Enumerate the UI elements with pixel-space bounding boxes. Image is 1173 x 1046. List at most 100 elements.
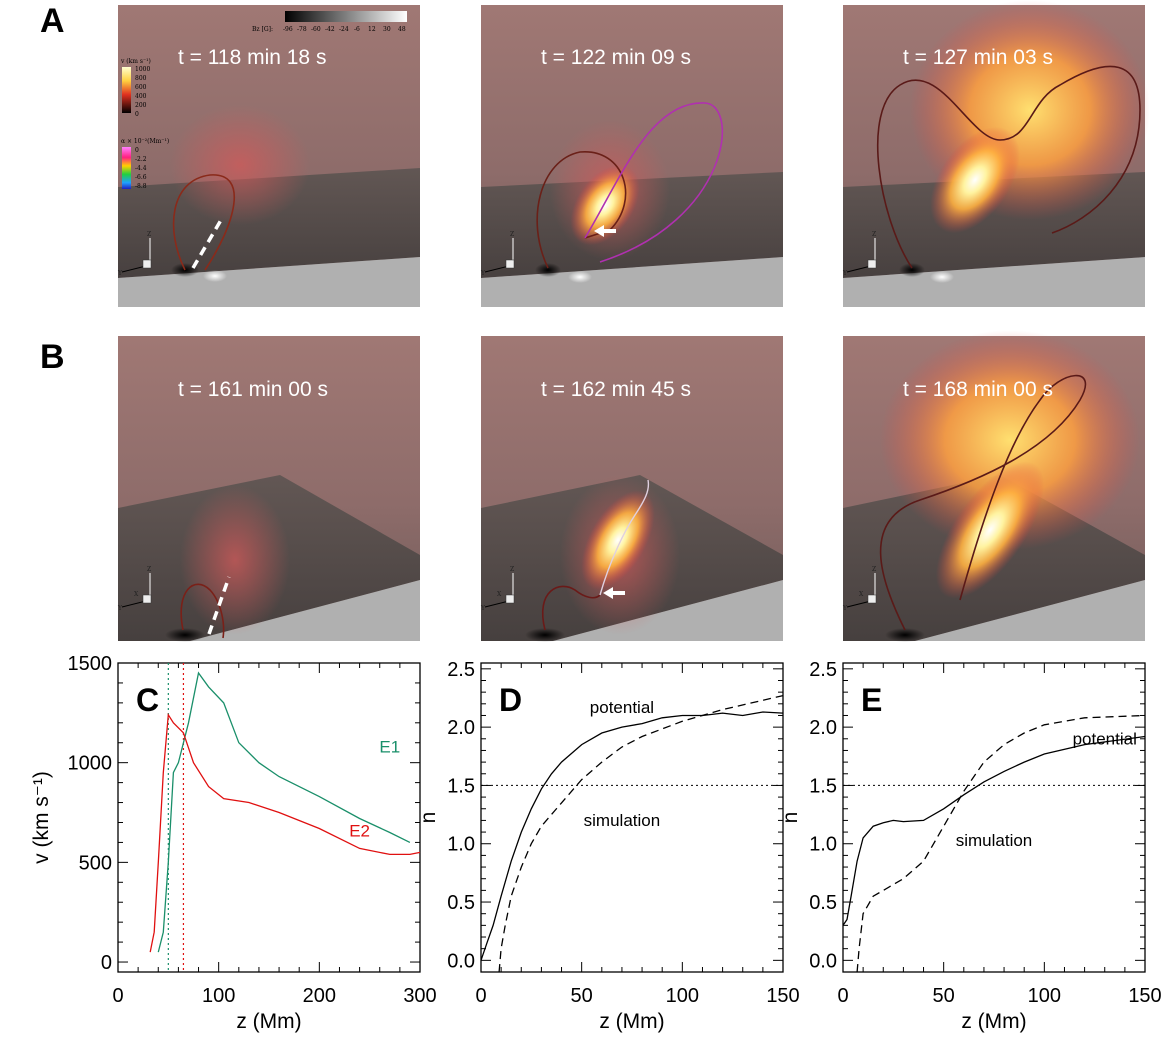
triad-y: Y: [480, 605, 486, 612]
triad-z: Z: [872, 566, 876, 573]
y-tick-label: 0.0: [809, 950, 837, 972]
chart-d: 0 50 100 150 0.0 0.5 1.0 1.5 2.0 2.5 z (Mm) n D poten…: [417, 659, 800, 1033]
v-tick: 600: [135, 84, 147, 91]
panel-a1: Bz [G]: -96 -78 -60 -42 -24 -6 12 30 48 …: [117, 5, 420, 307]
triad-x: X: [497, 591, 502, 598]
x-tick-label: 50: [933, 985, 955, 1007]
bz-colorbar: [285, 11, 407, 22]
x-tick-label: 0: [837, 985, 848, 1007]
bz-tick: -42: [325, 26, 335, 33]
y-tick-label: 1.0: [809, 834, 837, 856]
triad-x: X: [859, 591, 864, 598]
alpha-tick: -2.2: [135, 156, 147, 163]
bz-tick: 30: [383, 26, 391, 33]
bz-tick: 48: [398, 26, 406, 33]
v-tick: 400: [135, 93, 147, 100]
alpha-colorbar-label: α × 10⁻²(Mm⁻¹): [121, 138, 169, 145]
x-tick-label: 100: [1028, 985, 1061, 1007]
x-tick-label: 150: [766, 985, 799, 1007]
bz-tick: -6: [354, 26, 360, 33]
triad-z: Z: [510, 231, 514, 238]
plot-frame: [117, 662, 421, 973]
y-tick-label: 0: [101, 952, 112, 974]
panel-letter: D: [499, 682, 522, 718]
alpha-colorbar: [122, 147, 131, 189]
time-label: t = 118 min 18 s: [178, 46, 326, 69]
x-tick-label: 50: [571, 985, 593, 1007]
triad-z: Z: [872, 231, 876, 238]
time-label: t = 168 min 00 s: [903, 378, 1053, 401]
x-axis-title: z (Mm): [236, 1010, 301, 1033]
axis-triad: Z Y X: [480, 566, 515, 612]
y-tick-label: 0.5: [809, 892, 837, 914]
v-tick: 1000: [135, 66, 150, 73]
y-tick-label: 0.5: [447, 892, 475, 914]
v-colorbar-label: v (km s⁻¹): [120, 58, 151, 65]
alpha-colorbar-ticks: 0 -2.2 -4.4 -6.6 -8.8: [135, 147, 147, 190]
axis-triad: Z Y X: [117, 566, 152, 612]
y-tick-label: 0.0: [447, 950, 475, 972]
series-annotation: simulation: [584, 811, 661, 830]
series-annotation: E1: [379, 738, 400, 757]
y-tick-label: 2.0: [447, 717, 475, 739]
triad-z: Z: [147, 231, 151, 238]
panel-letter: C: [136, 682, 159, 718]
v-tick: 0: [135, 111, 139, 118]
bz-tick: -60: [311, 26, 321, 33]
row-label-b: B: [40, 338, 65, 376]
time-label: t = 162 min 45 s: [541, 378, 691, 401]
alpha-tick: -8.8: [135, 183, 147, 190]
axis-triad: Z Y: [117, 231, 152, 277]
series-line-E2: [149, 712, 421, 953]
panel-b1: Z Y X t = 161 min 00 s: [117, 336, 420, 642]
bz-tick: -24: [339, 26, 349, 33]
series-line-simulation: [498, 694, 784, 973]
triad-y: Y: [842, 605, 848, 612]
triad-z: Z: [510, 566, 514, 573]
v-tick: 200: [135, 102, 147, 109]
x-tick-label: 0: [112, 985, 123, 1007]
chart-c: 0 100 200 300 0 500 1000 1500 z (Mm) v (km s⁻¹) C E…: [30, 653, 437, 1033]
x-axis-title: z (Mm): [961, 1010, 1026, 1033]
x-tick-label: 200: [303, 985, 336, 1007]
triad-y: Y: [842, 270, 848, 277]
series-line-potential: [842, 735, 1146, 926]
time-label: t = 127 min 03 s: [903, 46, 1053, 69]
panel-a3: Z Y t = 127 min 03 s: [842, 0, 1150, 307]
x-tick-label: 100: [202, 985, 235, 1007]
y-tick-label: 1.5: [447, 775, 475, 797]
bz-tick: -78: [297, 26, 307, 33]
axis-triad: Z Y: [480, 231, 515, 277]
v-tick: 800: [135, 75, 147, 82]
triad-y: Y: [117, 605, 123, 612]
y-tick-label: 1.0: [447, 834, 475, 856]
v-colorbar-ticks: 1000 800 600 400 200 0: [135, 66, 150, 118]
y-axis-title: v (km s⁻¹): [30, 771, 53, 864]
plot-frame: [480, 662, 784, 973]
x-tick-label: 100: [666, 985, 699, 1007]
series-annotation: simulation: [956, 831, 1033, 850]
axis-triad: Z Y: [842, 231, 877, 277]
series-annotation: E2: [349, 821, 370, 840]
y-tick-label: 1000: [68, 753, 113, 775]
series-annotation: potential: [1073, 730, 1137, 749]
y-axis-title: n: [417, 812, 440, 824]
triad-y: Y: [480, 270, 486, 277]
chart-e: 0 50 100 150 0.0 0.5 1.0 1.5 2.0 2.5 z (Mm) n Epoten…: [779, 659, 1162, 1033]
series-annotation: potential: [590, 698, 654, 717]
panel-a2: Z Y t = 122 min 09 s: [480, 5, 783, 307]
y-axis-title: n: [779, 812, 802, 824]
y-tick-label: 1.5: [809, 775, 837, 797]
v-colorbar: [122, 67, 131, 113]
y-tick-label: 1500: [68, 653, 113, 675]
time-label: t = 161 min 00 s: [178, 378, 328, 401]
series-line-E1: [157, 671, 411, 953]
triad-z: Z: [147, 566, 151, 573]
y-tick-label: 2.5: [447, 659, 475, 681]
alpha-tick: -6.6: [135, 174, 147, 181]
row-label-a: A: [40, 2, 65, 40]
series-line-potential: [480, 711, 784, 961]
axis-triad: Z Y X: [842, 566, 877, 612]
plot-frame: [842, 662, 1146, 973]
